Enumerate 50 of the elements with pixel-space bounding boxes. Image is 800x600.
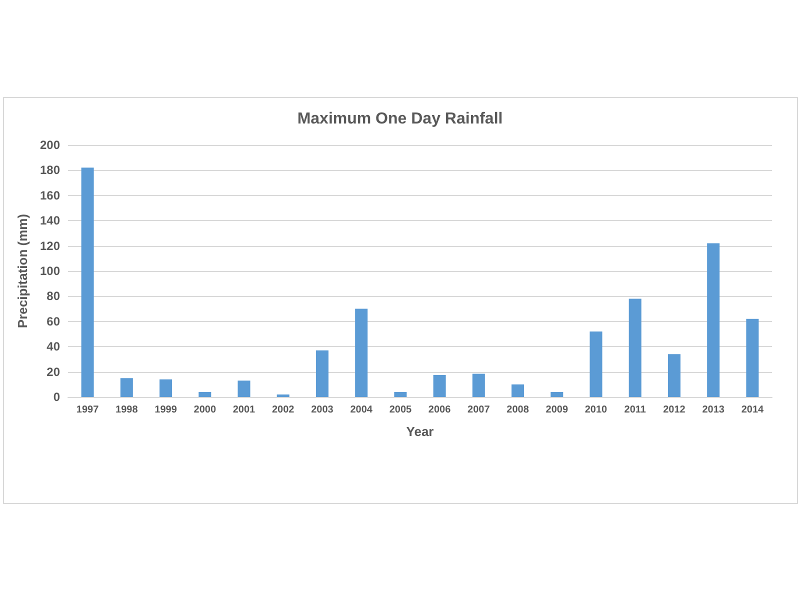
bar: [707, 243, 720, 397]
y-tick-label: 0: [53, 390, 60, 404]
x-tick-label: 2000: [194, 404, 216, 416]
bar: [238, 380, 250, 397]
y-tick-label: 200: [40, 138, 60, 152]
y-tick-label: 120: [40, 238, 60, 253]
x-tick-label: 2011: [624, 404, 646, 416]
chart-title: Maximum One Day Rainfall: [297, 110, 503, 128]
x-tick-label: 2008: [506, 404, 530, 416]
bar: [120, 378, 133, 397]
x-tick-label: 1997: [76, 404, 100, 416]
y-tick-label: 80: [46, 289, 60, 304]
bar: [81, 168, 94, 397]
x-tick-label: 2012: [663, 404, 686, 416]
x-tick-label: 1999: [154, 404, 178, 416]
bar: [276, 394, 290, 397]
y-tick-label: 160: [40, 188, 60, 202]
x-tick-label: 2009: [546, 404, 568, 416]
y-tick-label: 180: [40, 163, 60, 178]
bar: [433, 374, 446, 397]
bar: [628, 298, 642, 397]
bar: [198, 392, 212, 397]
x-tick-label: 2003: [311, 404, 334, 416]
bar: [472, 374, 485, 397]
y-tick-label: 100: [40, 264, 60, 278]
bar: [746, 318, 759, 397]
x-tick-label: 2006: [428, 404, 452, 416]
bar: [355, 308, 368, 397]
x-tick-label: 2014: [741, 404, 764, 416]
bar: [160, 379, 172, 397]
bar: [590, 331, 602, 397]
y-tick-label: 140: [40, 214, 60, 228]
x-tick-label: 2010: [584, 404, 608, 416]
x-tick-label: 2007: [468, 404, 490, 416]
y-axis-title: Precipitation (mm): [15, 214, 30, 328]
x-axis-title: Year: [406, 424, 434, 439]
x-tick-label: 2013: [702, 404, 725, 416]
y-tick-label: 40: [46, 340, 60, 354]
y-tick-label: 60: [46, 314, 60, 328]
x-tick-label: 2004: [350, 404, 373, 416]
bar: [550, 392, 564, 397]
x-tick-label: 2005: [389, 404, 412, 416]
bar: [394, 392, 407, 397]
x-tick-label: 2001: [232, 404, 256, 416]
x-tick-label: 2002: [272, 404, 295, 416]
x-tick-label: 1998: [116, 404, 138, 416]
y-tick-label: 20: [46, 364, 60, 379]
bar: [512, 384, 524, 397]
bar: [316, 350, 328, 397]
bar: [668, 354, 680, 397]
